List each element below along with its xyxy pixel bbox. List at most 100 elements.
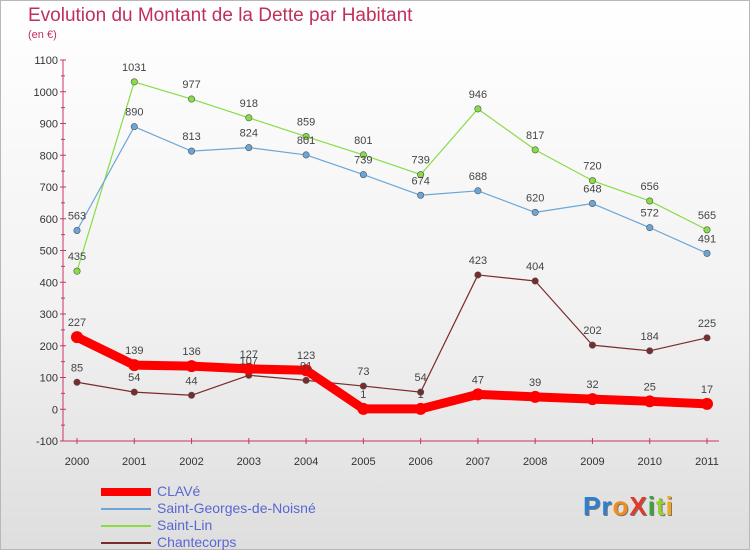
data-label: 977 (182, 79, 200, 91)
data-label: 739 (411, 155, 429, 167)
data-point (185, 360, 198, 373)
data-point (703, 249, 711, 257)
data-label: 565 (698, 210, 716, 222)
data-point (302, 376, 310, 384)
data-label: 32 (586, 379, 598, 391)
y-tick-label: 700 (40, 182, 58, 194)
data-point (359, 151, 367, 159)
data-point (588, 341, 596, 349)
data-label: 739 (354, 155, 372, 167)
data-label: 674 (411, 175, 429, 187)
y-tick-label: 900 (40, 119, 58, 131)
data-point (414, 402, 427, 415)
data-point (188, 147, 196, 155)
x-tick-label: 2010 (637, 456, 661, 468)
x-tick-label: 2006 (408, 456, 432, 468)
legend-label: CLAVé (157, 483, 201, 499)
data-point (130, 123, 138, 131)
data-point (471, 388, 484, 401)
data-point (417, 388, 425, 396)
data-label: 859 (297, 117, 315, 129)
data-point (531, 146, 539, 154)
y-tick-label: 100 (40, 373, 58, 385)
y-tick-label: -100 (36, 436, 58, 448)
x-tick-label: 2001 (122, 456, 146, 468)
data-point (703, 334, 711, 342)
data-point (643, 395, 656, 408)
data-point (302, 133, 310, 141)
data-label: 1 (360, 389, 366, 401)
data-label: 107 (240, 355, 258, 367)
data-point (359, 382, 367, 390)
y-tick-label: 0 (52, 404, 58, 416)
data-label: 54 (128, 372, 140, 384)
y-tick-label: 800 (40, 150, 58, 162)
data-point (588, 177, 596, 185)
x-tick-label: 2002 (179, 456, 203, 468)
data-label: 17 (701, 384, 713, 396)
data-label: 648 (583, 184, 601, 196)
series-line-CLAVé (72, 332, 712, 414)
legend-swatch (101, 488, 151, 496)
legend-swatch (101, 525, 151, 527)
y-tick-label: 200 (40, 341, 58, 353)
x-tick-label: 2008 (523, 456, 547, 468)
data-label: 47 (472, 374, 484, 386)
data-point (531, 208, 539, 216)
x-tick-label: 2007 (466, 456, 490, 468)
legend-swatch (101, 508, 151, 510)
data-label: 85 (71, 362, 83, 374)
data-label: 39 (529, 377, 541, 389)
data-label: 127 (240, 349, 258, 361)
data-point (357, 402, 370, 415)
x-tick-label: 2011 (695, 456, 719, 468)
y-tick-label: 300 (40, 309, 58, 321)
chart-subtitle: (en €) (28, 29, 57, 41)
data-label: 1031 (122, 62, 146, 74)
data-label: 73 (357, 366, 369, 378)
data-point (302, 151, 310, 159)
proxiti-logo: ProXiti (583, 491, 674, 521)
data-point (474, 271, 482, 279)
data-label: 918 (240, 98, 258, 110)
data-label: 563 (68, 210, 86, 222)
data-label: 1 (418, 389, 424, 401)
data-point (130, 388, 138, 396)
data-label: 404 (526, 261, 544, 273)
series-line-Saint-Lin (76, 81, 708, 272)
data-label: 824 (240, 128, 258, 140)
data-point (417, 171, 425, 179)
data-label: 227 (68, 317, 86, 329)
data-point (529, 390, 542, 403)
data-label: 801 (297, 135, 315, 147)
x-tick-label: 2003 (237, 456, 261, 468)
data-point (128, 359, 141, 372)
data-label: 139 (125, 345, 143, 357)
data-point (586, 393, 599, 406)
data-label: 123 (297, 350, 315, 362)
legend-label: Chantecorps (157, 534, 237, 550)
data-label: 817 (526, 130, 544, 142)
data-point (646, 347, 654, 355)
data-label: 813 (182, 131, 200, 143)
data-point (73, 226, 81, 234)
data-label: 136 (182, 346, 200, 358)
data-point (417, 191, 425, 199)
chart-title: Evolution du Montant de la Dette par Hab… (28, 5, 413, 26)
data-label: 946 (469, 89, 487, 101)
data-label: 620 (526, 192, 544, 204)
data-point (531, 277, 539, 285)
y-tick-label: 1000 (34, 87, 58, 99)
data-point (300, 364, 313, 377)
data-point (359, 171, 367, 179)
data-label: 225 (698, 318, 716, 330)
data-label: 44 (185, 375, 197, 387)
data-label: 54 (415, 372, 427, 384)
data-point (474, 187, 482, 195)
series-line-Saint-Georges-de-Noisné (76, 126, 708, 254)
series-line-Chantecorps (76, 274, 708, 396)
data-point (646, 224, 654, 232)
data-label: 572 (641, 208, 659, 220)
data-label: 25 (644, 381, 656, 393)
